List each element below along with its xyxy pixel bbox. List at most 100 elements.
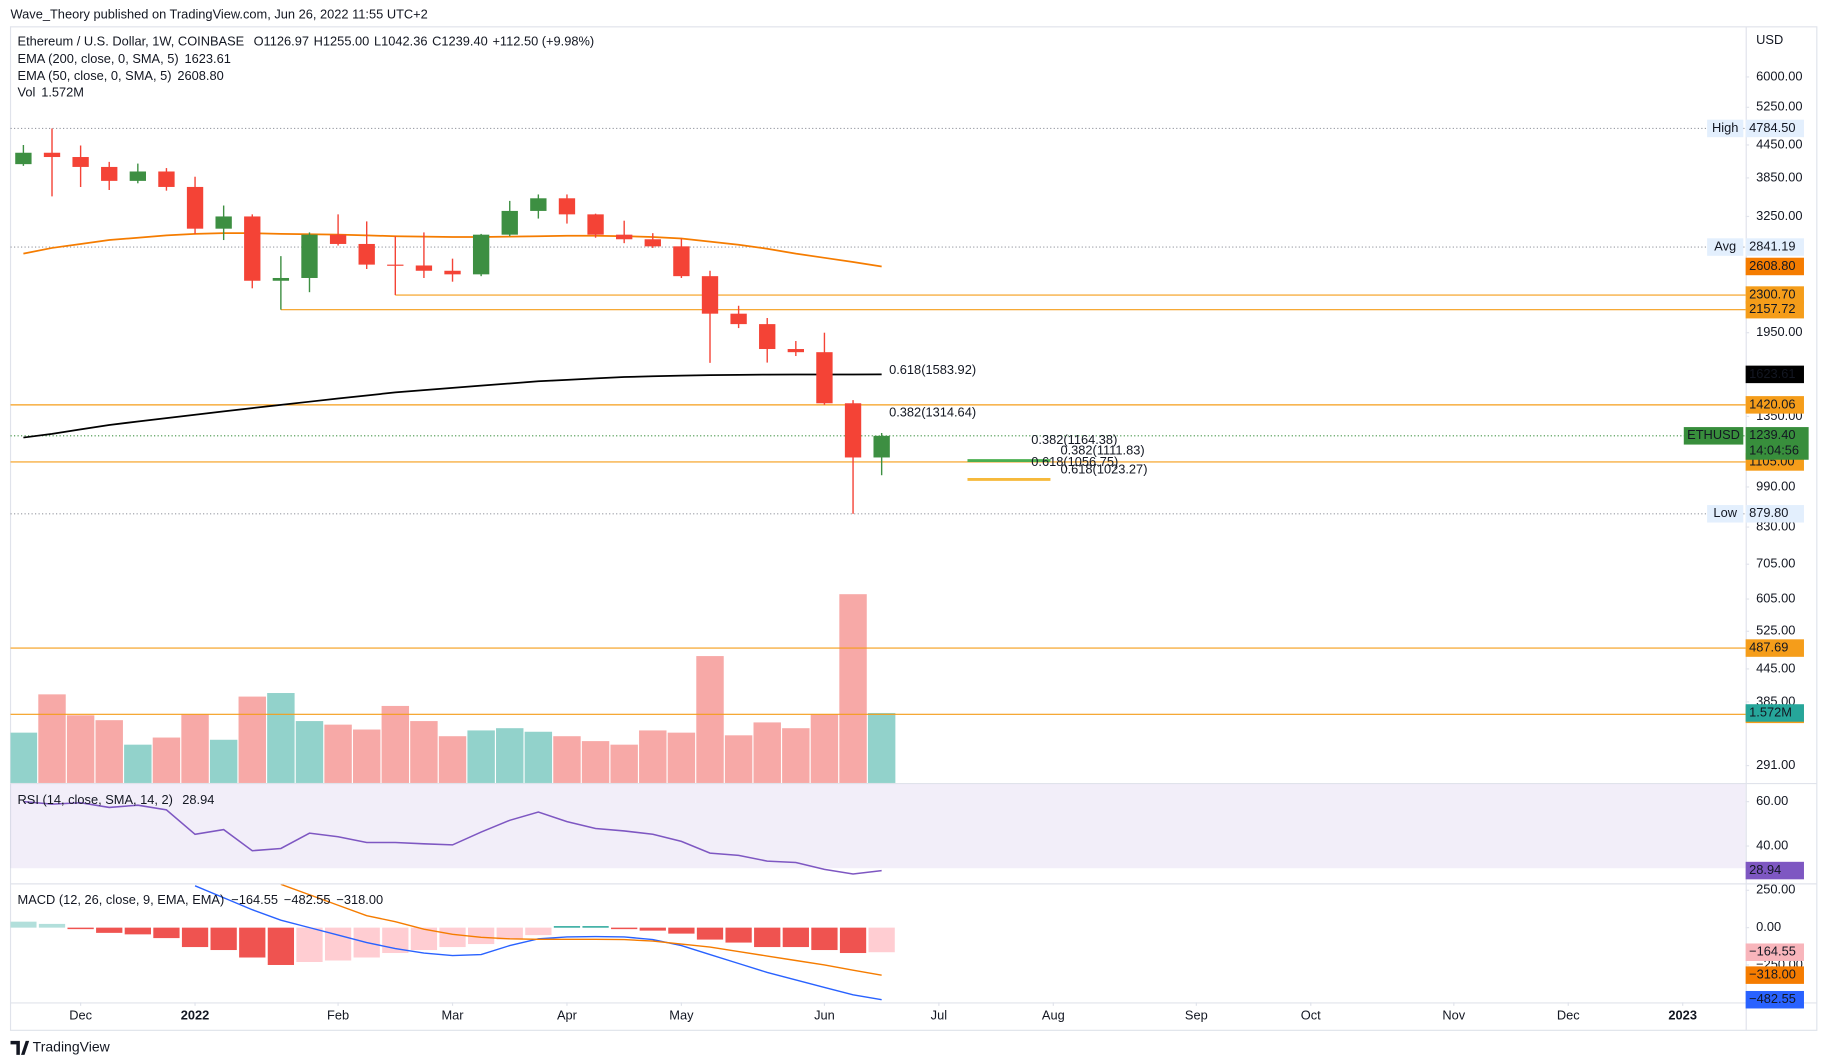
marker-value: 4784.50 xyxy=(1749,120,1795,135)
x-tick-label: Sep xyxy=(1185,1008,1208,1023)
x-tick-label: Oct xyxy=(1301,1008,1321,1023)
x-tick-label: Dec xyxy=(69,1008,92,1023)
level-badge: 2300.70 xyxy=(1749,286,1795,301)
volume-bar xyxy=(324,724,352,783)
candle-body xyxy=(587,214,604,235)
candle-body xyxy=(844,403,862,458)
volume-badge-bg xyxy=(1745,704,1804,722)
rsi-pane xyxy=(10,784,1746,875)
macd-signal-badge: −318.00 xyxy=(1749,967,1796,982)
volume-badge: 1.572M xyxy=(1749,704,1792,719)
overlay-layer: 6000.00 5250.00 4450.00 3850.00 3250.00 1950.… xyxy=(18,33,1809,1023)
volume-bar xyxy=(639,730,667,783)
macd-signal-badge-bg xyxy=(1745,966,1804,984)
volume-bar xyxy=(410,721,438,783)
x-tick-label: May xyxy=(669,1008,694,1023)
legend-value: 1239.40 xyxy=(441,33,487,48)
macd-histogram-bar xyxy=(210,927,237,951)
candle-body xyxy=(72,157,89,167)
level-badge: 2157.72 xyxy=(1749,301,1795,316)
candle-body xyxy=(472,234,490,275)
macd-histogram-bar xyxy=(639,927,666,931)
legend-key: L xyxy=(374,33,381,48)
price-pane: 0.618(1583.92) 0.382(1314.64) 0.382(1164.3… xyxy=(10,127,1746,783)
x-tick-label: Aug xyxy=(1042,1008,1065,1023)
macd-histogram-bar xyxy=(668,927,695,934)
legend-ema: EMA (50, close, 0, SMA, 5) xyxy=(18,68,172,83)
legend-macd-hist: −164.55 xyxy=(231,892,278,907)
macd-histogram-bar xyxy=(839,927,867,954)
candle-body xyxy=(730,313,747,325)
fib-label: 0.382(1164.38) xyxy=(1031,432,1117,447)
frame xyxy=(9,26,1818,1031)
volume-bar xyxy=(238,696,266,783)
macd-histogram-bar xyxy=(611,927,638,930)
macd-histogram-bar xyxy=(525,927,552,936)
volume-bar xyxy=(867,712,896,783)
legend-macd: MACD (12, 26, close, 9, EMA, EMA) xyxy=(18,892,225,907)
candle-body xyxy=(186,186,204,229)
brand-logo xyxy=(10,1040,30,1055)
candle-body xyxy=(358,243,375,265)
marker-value-bg xyxy=(1745,119,1804,138)
x-tick-label: Jul xyxy=(931,1008,947,1023)
rsi-badge-bg xyxy=(1745,861,1804,880)
y-tick-label: 0.00 xyxy=(1756,919,1781,934)
volume-bar xyxy=(295,721,324,783)
volume-bar xyxy=(467,730,495,783)
volume-bar xyxy=(839,594,867,783)
candle-body xyxy=(215,216,232,229)
rsi-line xyxy=(23,800,882,875)
marker-tag: Low xyxy=(1713,505,1737,520)
marker-value-bg xyxy=(1745,505,1804,523)
y-tick-label: 1950.00 xyxy=(1756,324,1802,339)
volume-bar xyxy=(724,735,753,783)
y-tick-label: 605.00 xyxy=(1756,590,1795,605)
x-tick-label: Dec xyxy=(1557,1008,1580,1023)
volume-bar xyxy=(810,714,839,783)
volume-bar xyxy=(381,705,410,783)
candle-body xyxy=(558,198,576,215)
volume-bar xyxy=(438,736,467,783)
legend-macd-signal: −318.00 xyxy=(336,892,383,907)
candle-body xyxy=(444,270,461,275)
level-badge: 1420.06 xyxy=(1749,396,1795,411)
rsi-badge: 28.94 xyxy=(1749,862,1781,877)
volume-bar xyxy=(667,732,696,783)
candle-body xyxy=(644,239,661,247)
volume-bar xyxy=(782,728,810,783)
price-badge: 1239.40 xyxy=(1749,427,1795,442)
candle-body xyxy=(873,435,890,458)
level-badge: 487.69 xyxy=(1749,639,1788,654)
volume-bar xyxy=(524,731,553,783)
volume-bar xyxy=(181,714,209,783)
volume-bar xyxy=(209,739,238,783)
marker-tag: High xyxy=(1712,120,1738,135)
volume-bar xyxy=(581,741,610,783)
y-tick-label: 60.00 xyxy=(1756,793,1788,808)
publisher: Wave_Theory published on TradingView.com… xyxy=(11,7,428,22)
currency: USD xyxy=(1756,32,1783,47)
macd-histogram-bar xyxy=(267,927,295,965)
legend-change: +112.50 (+9.98%) xyxy=(492,33,594,48)
macd-histogram-bar xyxy=(467,927,495,945)
fib-label: 0.618(1023.27) xyxy=(1060,461,1147,476)
macd-hist-badge-bg xyxy=(1745,943,1804,961)
ema-line xyxy=(23,232,882,268)
marker-tag: Avg xyxy=(1714,238,1736,253)
ema-badge-bg xyxy=(1745,257,1804,276)
level-badge-bg xyxy=(1745,300,1804,319)
y-tick-label: 291.00 xyxy=(1756,757,1795,772)
marker-tag-bg xyxy=(1707,238,1744,256)
macd-histogram-bar xyxy=(439,927,466,948)
marker-value-bg xyxy=(1745,238,1804,256)
macd-histogram-bar xyxy=(410,927,438,951)
volume-bar xyxy=(10,732,38,783)
macd-histogram-bar xyxy=(868,927,895,953)
y-tick-label: 525.00 xyxy=(1756,623,1795,638)
candle-body xyxy=(787,349,804,353)
y-tick-label: 6000.00 xyxy=(1756,68,1802,83)
macd-histogram-bar xyxy=(153,927,180,939)
